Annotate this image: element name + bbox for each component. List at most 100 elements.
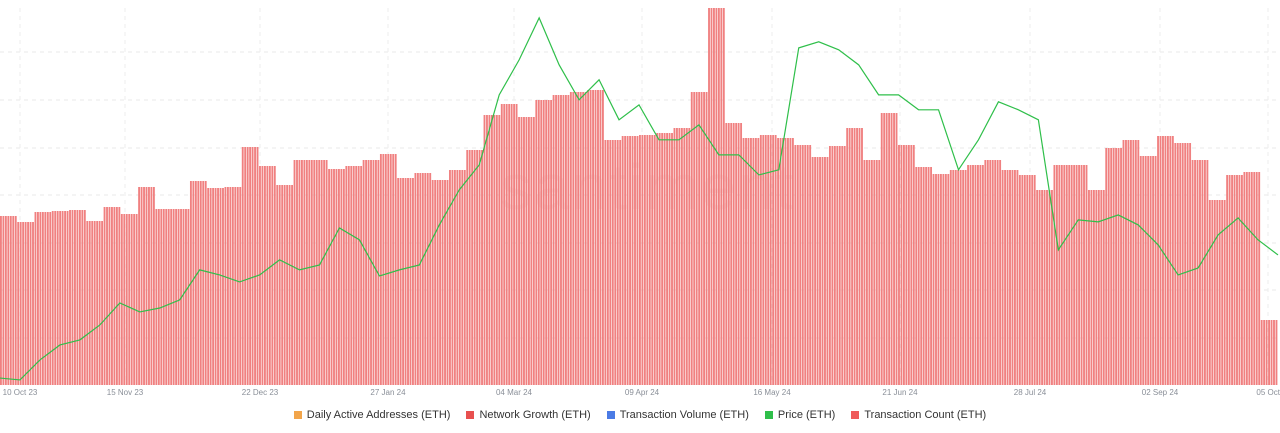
transaction-count-bar — [308, 160, 311, 385]
transaction-count-bar — [1115, 148, 1118, 385]
transaction-count-bar — [231, 187, 234, 385]
transaction-count-bar — [34, 212, 37, 385]
legend-item-price[interactable]: Price (ETH) — [764, 409, 835, 421]
transaction-count-bar — [703, 92, 706, 385]
transaction-count-bar — [125, 214, 128, 385]
transaction-count-bar — [922, 167, 925, 385]
transaction-count-bar — [1270, 320, 1273, 385]
transaction-count-bar — [964, 170, 967, 385]
transaction-count-bar — [1196, 160, 1199, 385]
transaction-count-bar — [1134, 140, 1137, 385]
transaction-count-bar — [473, 150, 476, 385]
transaction-count-bar — [564, 95, 567, 385]
transaction-count-bar — [639, 135, 641, 385]
transaction-count-bar — [281, 185, 284, 385]
transaction-count-bar — [451, 170, 454, 385]
legend-swatch — [293, 411, 302, 419]
transaction-count-bar — [550, 100, 553, 385]
transaction-count-bar — [912, 145, 915, 385]
transaction-count-bar — [875, 160, 878, 385]
transaction-count-bar — [175, 209, 178, 385]
transaction-count-bar — [185, 209, 187, 385]
transaction-count-bar — [106, 207, 108, 385]
transaction-count-bar — [1092, 190, 1095, 385]
transaction-count-bar — [382, 154, 385, 385]
transaction-count-bar — [458, 170, 461, 385]
transaction-count-bar — [19, 222, 22, 385]
transaction-count-bar — [1199, 160, 1201, 385]
transaction-count-bar — [717, 8, 720, 385]
transaction-count-bar — [172, 209, 175, 385]
transaction-count-bar — [76, 210, 79, 385]
transaction-count-bar — [1016, 170, 1019, 385]
transaction-count-bar — [1033, 175, 1036, 385]
transaction-count-bar — [907, 145, 910, 385]
transaction-count-bar — [7, 216, 10, 385]
transaction-count-bar — [547, 100, 550, 385]
transaction-count-bar — [37, 212, 39, 385]
transaction-count-bar — [217, 188, 219, 385]
transaction-count-bar — [315, 160, 318, 385]
transaction-count-bar — [463, 170, 466, 385]
transaction-count-bar — [249, 147, 252, 385]
transaction-count-bar — [293, 160, 296, 385]
transaction-count-bar — [905, 145, 908, 385]
transaction-count-bar — [1006, 170, 1009, 385]
legend-item-transaction-count[interactable]: Transaction Count (ETH) — [851, 409, 986, 421]
transaction-count-bar — [148, 187, 150, 385]
transaction-count-bar — [288, 185, 291, 385]
transaction-count-bar — [784, 138, 787, 385]
transaction-count-bar — [222, 188, 224, 385]
transaction-count-bar — [937, 174, 940, 385]
transaction-count-bar — [330, 169, 333, 385]
transaction-count-bar — [1100, 190, 1103, 385]
legend-item-daily-active-addresses[interactable]: Daily Active Addresses (ETH) — [293, 409, 450, 421]
transaction-count-bar — [503, 104, 506, 385]
transaction-count-bar — [530, 117, 533, 385]
transaction-count-bar — [1026, 175, 1029, 385]
transaction-count-bar — [885, 113, 888, 385]
transaction-count-bar — [268, 166, 271, 385]
transaction-count-bar — [787, 138, 789, 385]
transaction-count-bar — [947, 174, 950, 385]
x-tick-label: 09 Apr 24 — [625, 388, 660, 397]
transaction-count-bar — [814, 157, 817, 385]
transaction-count-bar — [128, 214, 131, 385]
transaction-count-bar — [629, 136, 631, 385]
transaction-count-bar — [1021, 175, 1024, 385]
legend-label: Transaction Volume (ETH) — [619, 409, 749, 421]
chart-plot: 10 Oct 23 15 Nov 23 22 Dec 23 27 Jan 24 04 M… — [0, 8, 1280, 397]
transaction-count-bar — [46, 212, 49, 385]
transaction-count-bar — [0, 216, 2, 385]
transaction-count-bar — [325, 160, 328, 385]
transaction-count-bar — [1014, 170, 1016, 385]
transaction-count-bar — [365, 160, 368, 385]
transaction-count-bar — [113, 207, 116, 385]
transaction-count-bar — [685, 128, 688, 385]
transaction-count-bar — [313, 160, 316, 385]
legend-label: Network Growth (ETH) — [479, 409, 591, 421]
x-tick-label: 02 Sep 24 — [1142, 388, 1179, 397]
transaction-count-bar — [967, 165, 970, 385]
x-tick-label: 10 Oct 23 — [3, 388, 38, 397]
transaction-count-bar — [601, 90, 604, 385]
transaction-count-bar — [224, 187, 227, 385]
transaction-count-bar — [604, 140, 607, 385]
transaction-count-bar — [212, 188, 215, 385]
transaction-count-bar — [838, 146, 841, 385]
transaction-count-bar — [774, 135, 777, 385]
transaction-count-bar — [587, 90, 590, 385]
transaction-count-bar — [952, 170, 955, 385]
legend-item-network-growth[interactable]: Network Growth (ETH) — [466, 409, 591, 421]
transaction-count-bar — [300, 160, 303, 385]
transaction-count-bar — [713, 8, 715, 385]
legend-item-transaction-volume[interactable]: Transaction Volume (ETH) — [606, 409, 749, 421]
transaction-count-bar — [858, 128, 861, 385]
x-tick-label: 15 Nov 23 — [107, 388, 144, 397]
transaction-count-bar — [920, 167, 923, 385]
transaction-count-bar — [56, 211, 59, 385]
transaction-count-bar — [338, 169, 340, 385]
legend: Daily Active Addresses (ETH) Network Gro… — [0, 409, 1280, 421]
transaction-count-bar — [27, 222, 30, 385]
transaction-count-bar — [727, 123, 730, 385]
